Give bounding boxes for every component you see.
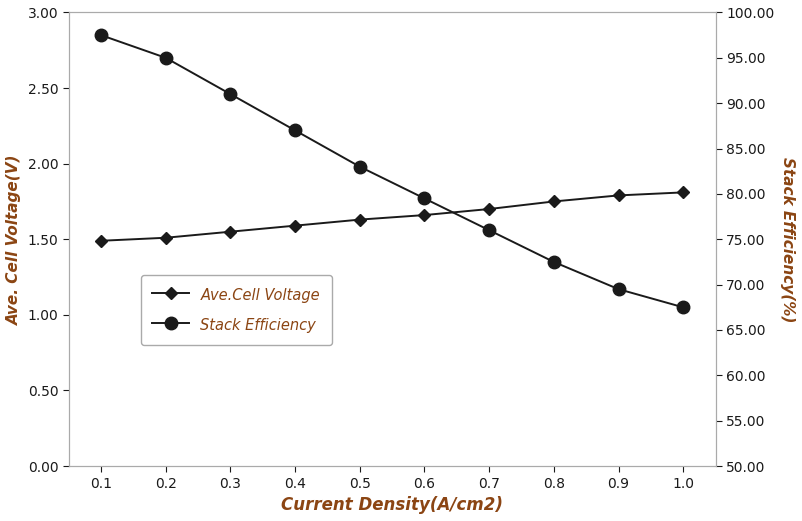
Ave.Cell Voltage — [614, 192, 623, 199]
Stack Efficiency — [96, 32, 106, 38]
Stack Efficiency — [614, 286, 623, 292]
Stack Efficiency — [290, 127, 300, 133]
Ave.Cell Voltage — [419, 212, 429, 218]
Stack Efficiency — [549, 259, 559, 265]
Stack Efficiency — [419, 195, 429, 202]
Stack Efficiency — [225, 91, 235, 97]
Stack Efficiency — [678, 304, 688, 311]
Ave.Cell Voltage — [290, 222, 300, 229]
Ave.Cell Voltage — [549, 199, 559, 205]
Ave.Cell Voltage — [484, 206, 494, 212]
Line: Ave.Cell Voltage: Ave.Cell Voltage — [97, 188, 687, 245]
Stack Efficiency — [355, 164, 365, 170]
X-axis label: Current Density(A/cm2): Current Density(A/cm2) — [282, 496, 503, 514]
Ave.Cell Voltage — [355, 217, 365, 223]
Ave.Cell Voltage — [161, 234, 171, 241]
Legend: Ave.Cell Voltage, Stack Efficiency: Ave.Cell Voltage, Stack Efficiency — [140, 275, 332, 345]
Y-axis label: Stack Efficiency(%): Stack Efficiency(%) — [780, 156, 795, 322]
Y-axis label: Ave. Cell Voltage(V): Ave. Cell Voltage(V) — [7, 154, 22, 325]
Ave.Cell Voltage — [678, 189, 688, 195]
Stack Efficiency — [484, 227, 494, 233]
Ave.Cell Voltage — [225, 229, 235, 235]
Line: Stack Efficiency: Stack Efficiency — [95, 29, 690, 314]
Ave.Cell Voltage — [96, 238, 106, 244]
Stack Efficiency — [161, 55, 171, 61]
